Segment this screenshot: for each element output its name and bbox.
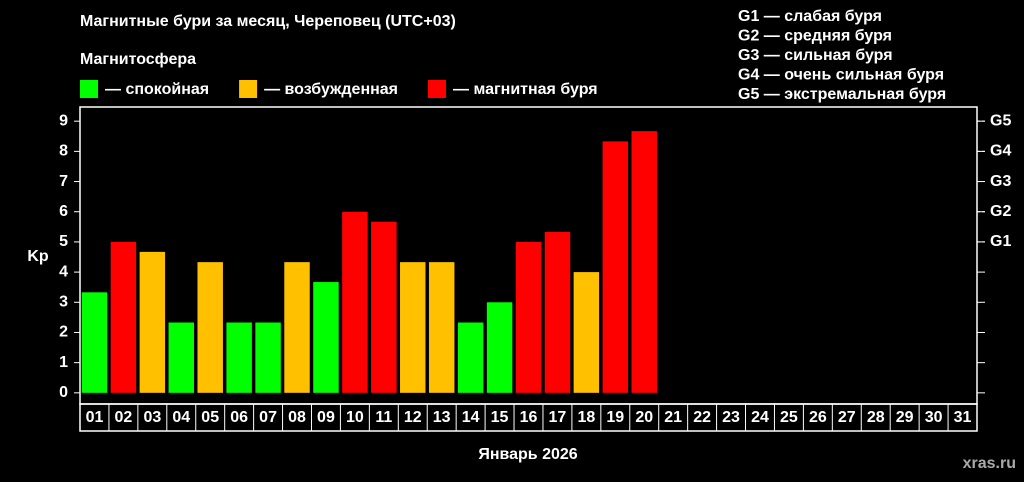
x-tick-label: 31 [954,409,972,426]
x-tick-label: 29 [896,409,914,426]
x-tick-label: 08 [288,409,306,426]
storm-scale-entry: G4 — очень сильная буря [738,67,944,84]
y2-tick-label: G2 [990,203,1011,220]
x-tick-label: 11 [375,409,392,426]
x-tick-label: 25 [780,409,798,426]
bar [631,131,657,393]
y-tick-label: 2 [59,324,68,341]
storm-scale-entry: G2 — средняя буря [738,28,892,45]
x-tick-label: 07 [259,409,277,426]
storm-scale-entry: G5 — экстремальная буря [738,86,946,103]
y-axis-label: Kp [27,248,49,265]
legend-swatch [80,80,98,98]
x-tick-label: 14 [462,409,480,426]
legend-label: — спокойная [105,81,209,98]
y-tick-label: 6 [59,203,68,220]
y2-tick-label: G4 [990,143,1011,160]
chart-title: Магнитные бури за месяц, Череповец (UTC+… [80,13,456,30]
x-tick-label: 24 [751,409,769,426]
bar [168,322,195,393]
x-tick-label: 02 [115,409,133,426]
bar [284,262,310,393]
bar [457,322,484,393]
subtitle: Магнитосфера [80,51,196,68]
storm-scale-entry: G1 — слабая буря [738,8,882,25]
x-tick-label: 26 [809,409,827,426]
x-tick-label: 19 [606,409,624,426]
x-tick-label: 04 [172,409,190,426]
bar [428,262,455,393]
y-tick-label: 1 [59,354,68,371]
x-tick-label: 20 [635,409,653,426]
y-tick-label: 3 [59,294,68,311]
x-tick-label: 10 [346,409,364,426]
legend-swatch [239,80,258,98]
x-tick-label: 16 [520,409,538,426]
bar [197,262,223,393]
y-tick-label: 5 [59,233,68,250]
y-tick-label: 0 [59,384,68,401]
legend-label: — магнитная буря [453,81,598,98]
x-tick-label: 13 [433,409,451,426]
x-tick-label: 30 [925,409,943,426]
storm-scale-entry: G3 — сильная буря [738,47,893,64]
x-tick-label: 17 [549,409,567,426]
y-tick-label: 9 [59,112,68,129]
bar [486,302,513,393]
x-tick-label: 21 [664,409,682,426]
x-tick-label: 28 [867,409,885,426]
legend-swatch [428,80,447,98]
legend-label: — возбужденная [264,81,398,98]
x-tick-label: 03 [143,409,161,426]
y-tick-label: 4 [59,263,68,280]
x-tick-label: 18 [577,409,595,426]
x-tick-label: 05 [201,409,219,426]
category-strip [79,403,978,432]
bar [226,322,252,393]
bar [81,292,108,393]
y2-tick-label: G3 [990,173,1011,190]
bar [573,272,600,393]
bar [515,241,542,393]
x-tick-label: 01 [86,409,104,426]
watermark: xras.ru [963,455,1016,472]
bar [400,262,426,393]
bar [371,221,397,393]
x-tick-label: 22 [693,409,711,426]
y-tick-label: 8 [59,143,68,160]
x-tick-label: 15 [491,409,509,426]
bar [110,241,137,393]
x-tick-label: 09 [317,409,335,426]
y-tick-label: 7 [59,173,68,190]
bar [544,231,571,393]
x-axis-label: Январь 2026 [478,446,577,463]
bar [255,322,281,393]
x-tick-label: 06 [230,409,248,426]
bar [139,251,166,393]
y2-tick-label: G1 [990,233,1011,250]
y2-tick-label: G5 [990,112,1011,129]
bar [602,141,629,393]
x-tick-label: 12 [404,409,422,426]
bar [313,282,339,393]
x-tick-label: 27 [838,409,856,426]
x-tick-label: 23 [722,409,740,426]
bar [342,211,368,393]
